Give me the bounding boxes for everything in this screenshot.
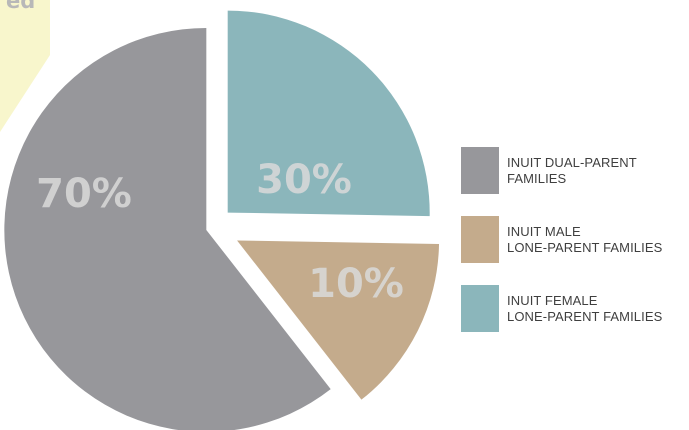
pie-slice-labels: 30% 10% 70% — [36, 157, 404, 307]
legend-swatch-female-lone-parent — [461, 285, 499, 332]
legend-label-female-lone-parent: INUIT FEMALE LONE-PARENT FAMILIES — [507, 293, 663, 324]
background-highlight-shape — [0, 0, 50, 132]
pie-slice-male-lone-parent — [237, 240, 440, 400]
legend-item-male-lone-parent: INUIT MALE LONE-PARENT FAMILIES — [461, 216, 689, 263]
slice-label-dual-parent: 70% — [36, 171, 132, 217]
pie-slice-female-lone-parent — [227, 10, 430, 217]
legend-label-dual-parent: INUIT DUAL-PARENT FAMILIES — [507, 155, 637, 186]
pie-slice-dual-parent — [4, 27, 331, 430]
pie-slices — [4, 10, 440, 430]
legend-label-male-lone-parent: INUIT MALE LONE-PARENT FAMILIES — [507, 224, 663, 255]
partial-heading-text: ed — [6, 0, 35, 13]
legend-item-dual-parent: INUIT DUAL-PARENT FAMILIES — [461, 147, 689, 194]
slice-label-female-lone-parent: 30% — [256, 157, 352, 203]
legend-swatch-dual-parent — [461, 147, 499, 194]
chart-legend: INUIT DUAL-PARENT FAMILIES INUIT MALE LO… — [461, 147, 689, 332]
legend-item-female-lone-parent: INUIT FEMALE LONE-PARENT FAMILIES — [461, 285, 689, 332]
slice-label-male-lone-parent: 10% — [308, 261, 404, 307]
legend-swatch-male-lone-parent — [461, 216, 499, 263]
